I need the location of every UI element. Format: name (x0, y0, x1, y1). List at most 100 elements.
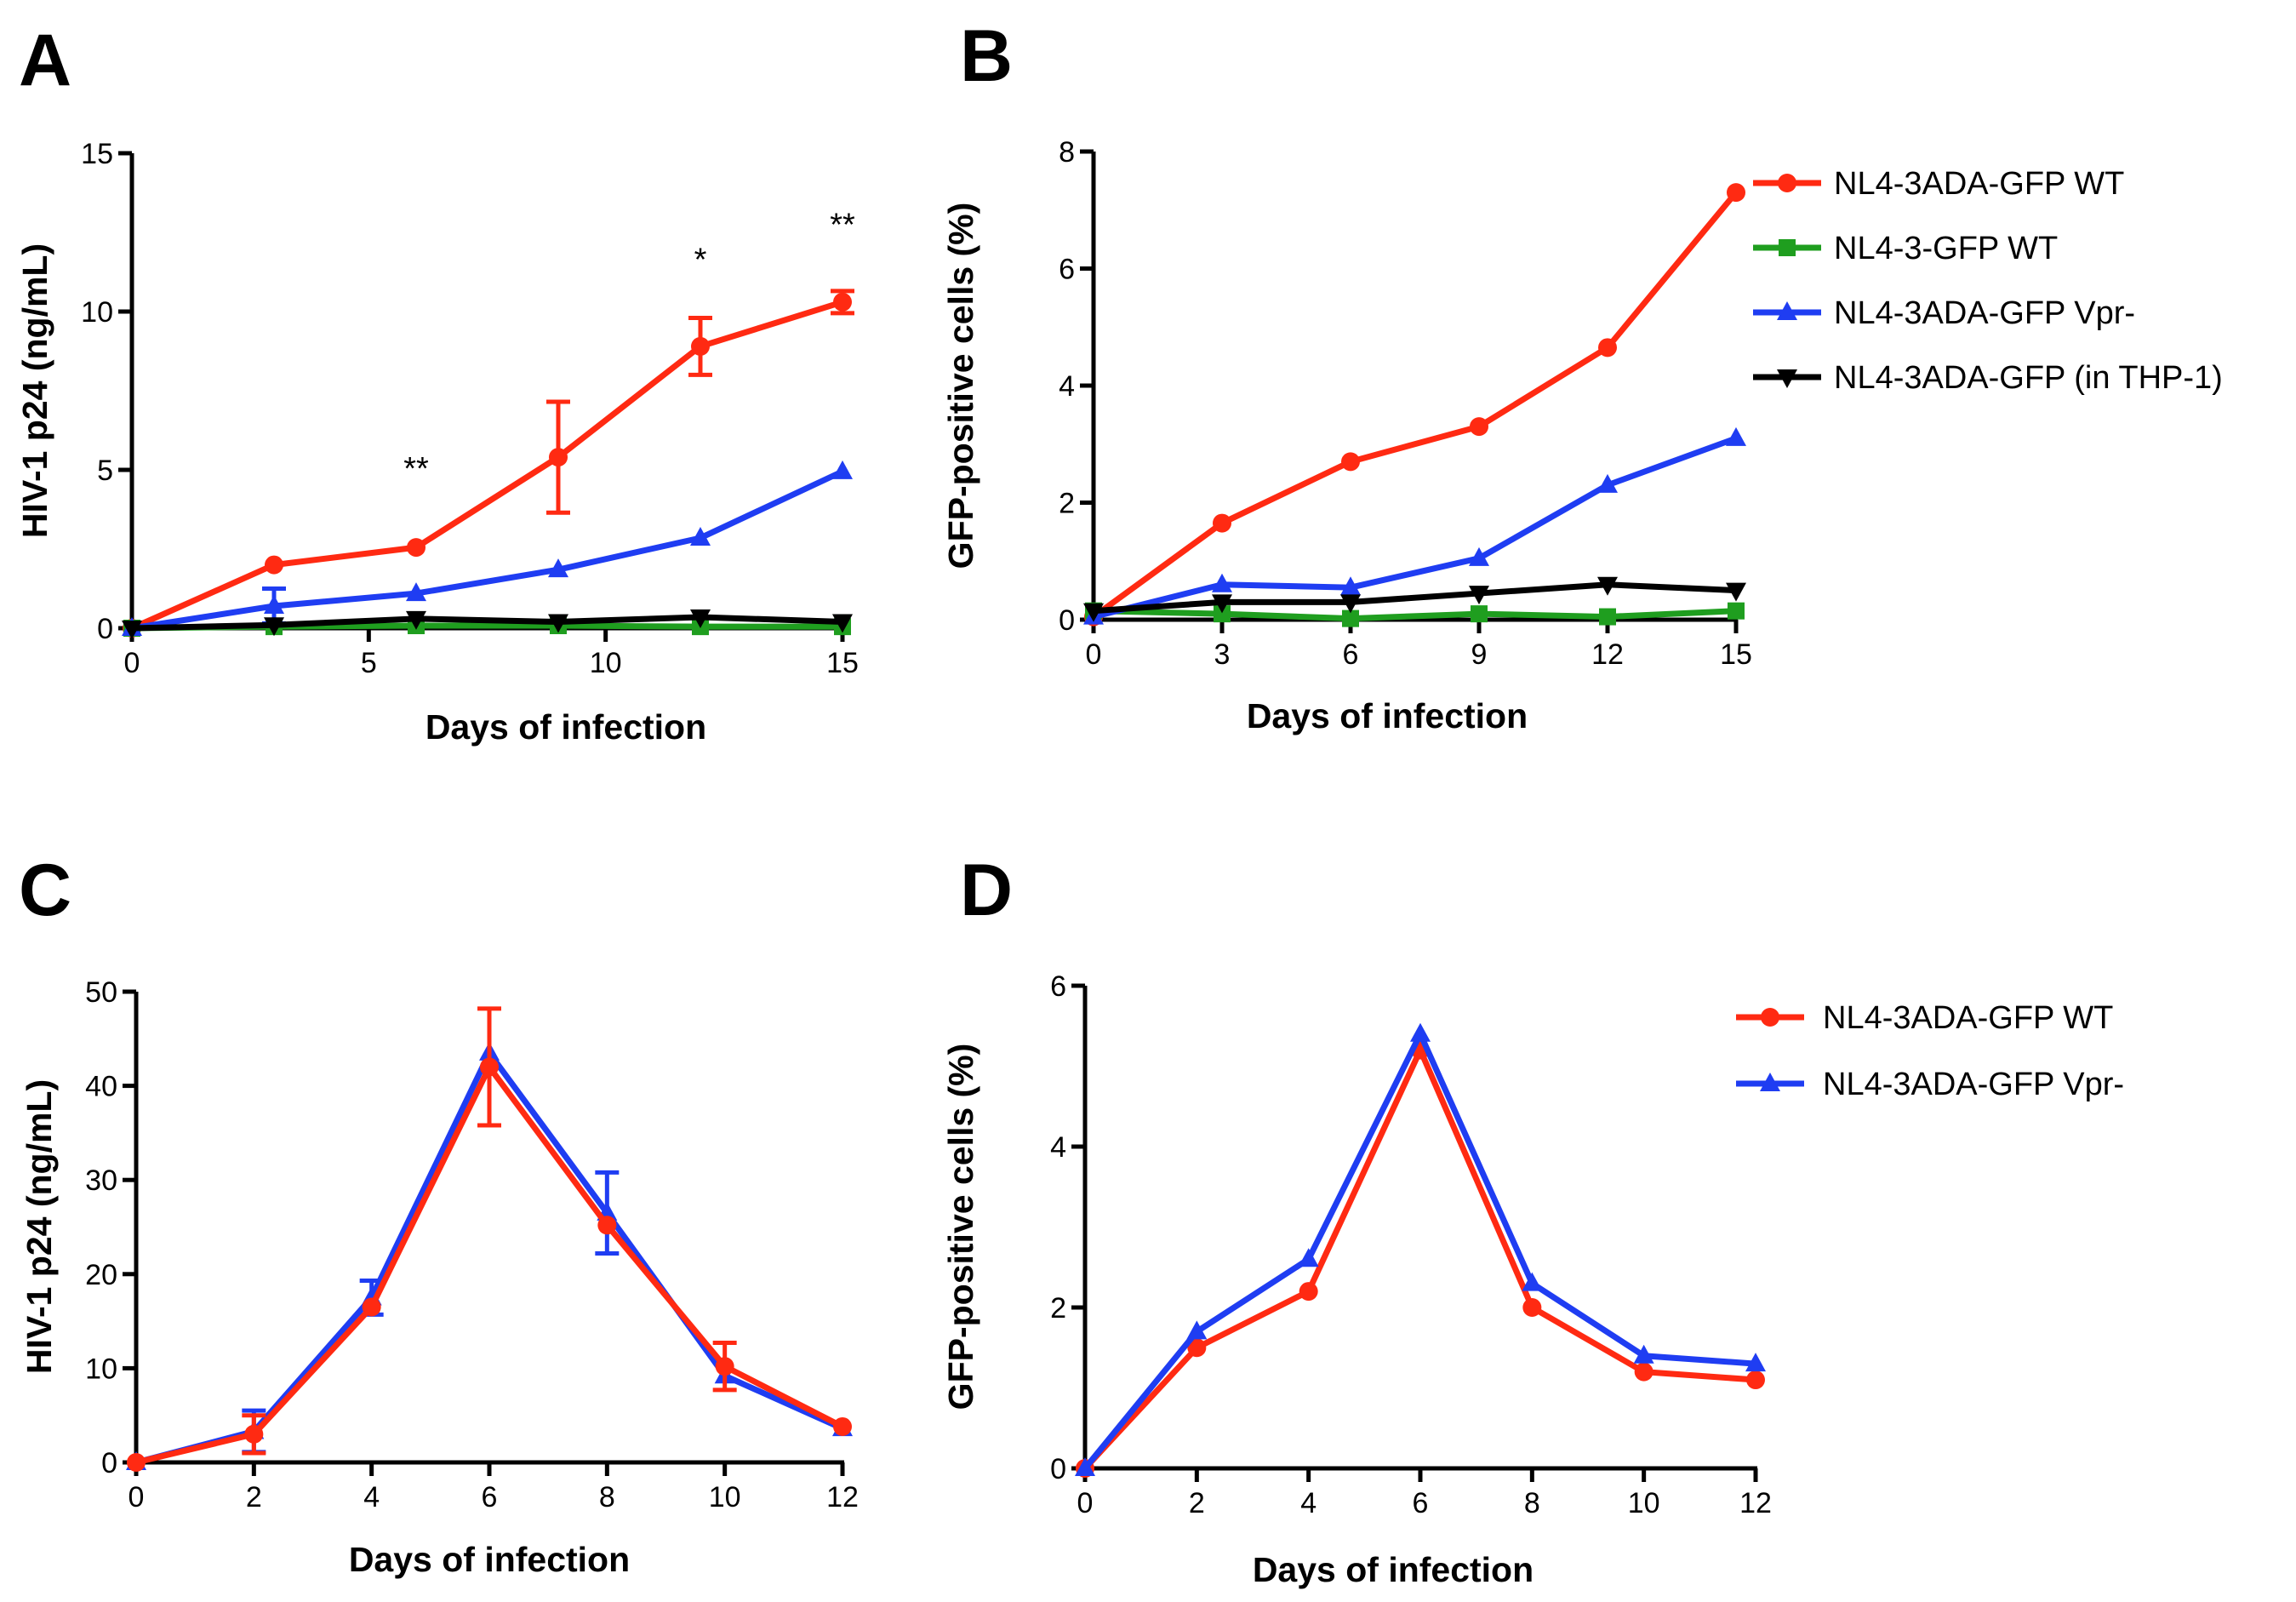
data-point-nl4-3ada-gfp-wt (1598, 338, 1617, 358)
chart-b: 0 2 4 6 8 0 3 6 9 12 15 Days of infection GFP-positi… (941, 136, 2223, 735)
y-axis-title: GFP-positive cells (%) (941, 203, 980, 569)
data-point-nl4-3ada-gfp-vpr (690, 526, 711, 546)
y-tick-label: 10 (81, 296, 113, 329)
data-point-nl4-3ada-gfp-in-thp-1 (1726, 582, 1746, 602)
x-tick-label: 0 (1077, 1487, 1094, 1519)
chart-a: 0 5 10 15 0 5 10 15 Days of infection HIV-1 p24 (… (15, 138, 859, 747)
legend-marker (1777, 369, 1797, 388)
data-point-nl4-3ada-gfp-wt (1470, 417, 1488, 437)
y-tick-label: 0 (1050, 1453, 1066, 1485)
legend-marker (1760, 1073, 1780, 1091)
legend-label: NL4-3ADA-GFP (in THP-1) (1834, 360, 2223, 396)
y-axis-title: HIV-1 p24 (ng/mL) (20, 1079, 59, 1374)
x-axis-title: Days of infection (1247, 696, 1528, 735)
legend-label: NL4-3ADA-GFP Vpr- (1834, 295, 2135, 331)
x-axis-title: Days of infection (349, 1540, 630, 1579)
legend-marker (1761, 1008, 1779, 1027)
panel-label-d: D (960, 850, 1013, 931)
x-tick-label: 8 (599, 1481, 615, 1513)
y-tick-label: 4 (1050, 1131, 1066, 1164)
data-point-nl4-3ada-gfp-vpr (1075, 1457, 1095, 1476)
y-tick-label: 6 (1050, 970, 1066, 1003)
series-line-nl4-3ada-gfp-in-thp-1 (1093, 581, 1737, 615)
chart-c: 0 10 20 30 40 50 0 2 4 6 8 10 12 Days of infection HIV… (20, 976, 859, 1579)
x-tick-label: 10 (1628, 1487, 1660, 1519)
legend-label: NL4-3ADA-GFP WT (1823, 1000, 2113, 1036)
data-point-nl4-3ada-gfp-in-thp-1 (548, 614, 568, 633)
y-axis-title: HIV-1 p24 (ng/mL) (15, 243, 54, 538)
data-point-nl4-3ada-gfp-wt (1341, 452, 1360, 472)
y-tick-label: 0 (101, 1447, 117, 1479)
data-point-nl4-3ada-gfp-in-thp-1 (406, 610, 426, 630)
x-tick-label: 10 (709, 1481, 741, 1513)
series-line-nl4-3-gfp-wt (1093, 608, 1737, 622)
x-tick-label: 15 (826, 647, 859, 679)
data-point-nl4-3ada-gfp-wt (244, 1424, 264, 1444)
data-point-nl4-3ada-gfp-wt (715, 1357, 734, 1376)
data-point-nl4-3ada-gfp-vpr (548, 558, 568, 578)
x-tick-label: 12 (1591, 638, 1624, 671)
data-point-nl4-3ada-gfp-vpr (1633, 1344, 1654, 1364)
data-point-nl4-3-gfp-wt (1214, 605, 1231, 623)
x-tick-label: 2 (1189, 1487, 1205, 1519)
x-tick-label: 6 (1413, 1487, 1429, 1519)
data-point-nl4-3ada-gfp-in-thp-1 (122, 621, 142, 639)
legend-marker (1779, 239, 1796, 256)
y-tick-label: 2 (1050, 1292, 1066, 1325)
x-tick-label: 5 (361, 647, 377, 679)
y-tick-label: 20 (85, 1259, 117, 1291)
x-tick-label: 9 (1471, 638, 1488, 671)
data-point-nl4-3ada-gfp-wt (833, 292, 852, 312)
data-point-nl4-3ada-gfp-wt (407, 538, 426, 558)
data-point-nl4-3ada-gfp-vpr (1597, 473, 1618, 493)
data-point-nl4-3ada-gfp-wt (127, 1453, 146, 1472)
data-point-nl4-3ada-gfp-in-thp-1 (1469, 586, 1489, 605)
data-point-nl4-3ada-gfp-in-thp-1 (1083, 603, 1104, 622)
data-point-nl4-3ada-gfp-vpr (1410, 1022, 1431, 1042)
legend-marker (1778, 174, 1796, 192)
data-point-nl4-3ada-gfp-vpr (1186, 1320, 1208, 1340)
x-tick-label: 10 (590, 647, 622, 679)
x-tick-label: 3 (1214, 638, 1231, 671)
y-tick-label: 10 (85, 1353, 117, 1385)
legend-label: NL4-3-GFP WT (1834, 231, 2058, 266)
y-axis-title: GFP-positive cells (%) (941, 1044, 980, 1410)
data-point-nl4-3ada-gfp-in-thp-1 (1340, 594, 1361, 614)
panel-label-b: B (960, 15, 1013, 97)
y-tick-label: 50 (85, 976, 117, 1009)
x-axis-title: Days of infection (1253, 1550, 1534, 1589)
data-point-nl4-3-gfp-wt (1471, 605, 1488, 623)
data-point-nl4-3ada-gfp-wt (1299, 1282, 1318, 1302)
data-point-nl4-3ada-gfp-in-thp-1 (1597, 576, 1618, 596)
series-line-nl4-3ada-gfp-wt (1091, 190, 1739, 620)
data-point-nl4-3ada-gfp-wt (1187, 1338, 1207, 1358)
panel-label-c: C (19, 850, 71, 931)
x-tick-label: 8 (1524, 1487, 1540, 1519)
data-point-nl4-3-gfp-wt (1728, 602, 1745, 620)
series-line-nl4-3ada-gfp-in-thp-1 (131, 614, 843, 632)
x-tick-label: 2 (246, 1481, 262, 1513)
data-point-nl4-3ada-gfp-wt (1746, 1370, 1765, 1390)
x-tick-label: 0 (124, 647, 140, 679)
data-point-nl4-3ada-gfp-wt (480, 1057, 499, 1077)
series-line-nl4-3ada-gfp-vpr (131, 468, 844, 632)
significance-annotation: * (694, 243, 707, 278)
series-line-nl4-3ada-gfp-wt (130, 299, 844, 632)
data-point-nl4-3ada-gfp-wt (1727, 183, 1745, 203)
data-point-nl4-3ada-gfp-vpr (1522, 1272, 1543, 1291)
legend-label: NL4-3ADA-GFP WT (1834, 166, 2124, 202)
x-tick-label: 4 (363, 1481, 380, 1513)
data-point-nl4-3ada-gfp-in-thp-1 (832, 614, 853, 633)
x-tick-label: 15 (1720, 638, 1752, 671)
data-point-nl4-3ada-gfp-wt (1634, 1362, 1653, 1382)
data-point-nl4-3ada-gfp-wt (1213, 513, 1231, 533)
x-axis-title: Days of infection (426, 707, 706, 747)
data-point-nl4-3ada-gfp-vpr (406, 582, 426, 602)
legend-label: NL4-3ADA-GFP Vpr- (1823, 1067, 2124, 1102)
data-point-nl4-3ada-gfp-vpr (1726, 426, 1746, 446)
significance-annotation: ** (830, 208, 855, 243)
data-point-nl4-3ada-gfp-wt (597, 1216, 617, 1235)
data-point-nl4-3ada-gfp-vpr (264, 594, 284, 614)
data-point-nl4-3ada-gfp-in-thp-1 (264, 617, 284, 637)
